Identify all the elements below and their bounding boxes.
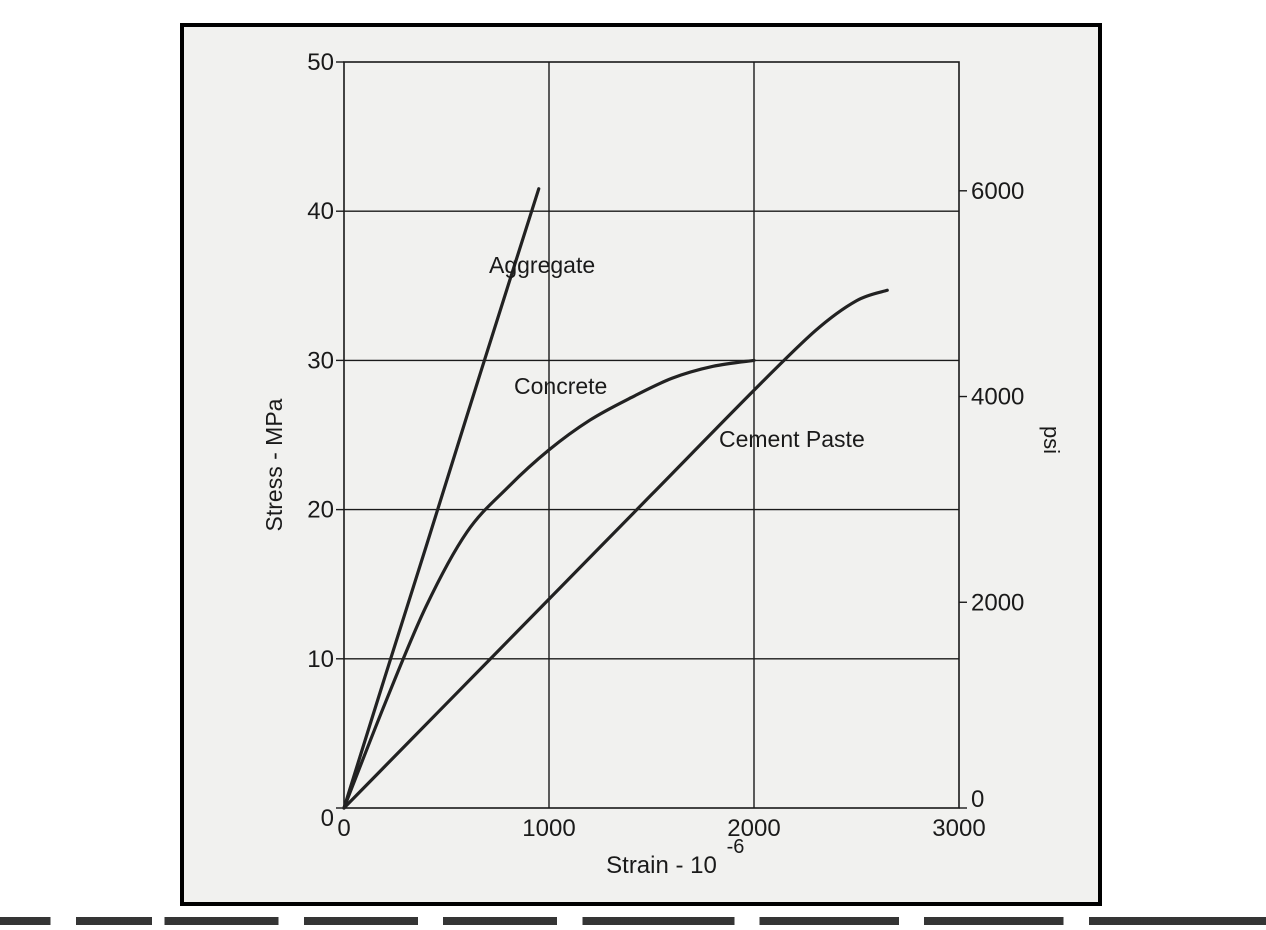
y2-tick-label: 6000: [971, 178, 1024, 205]
x-tick-label: 1000: [522, 815, 575, 842]
y2-tick-label: 0: [971, 786, 984, 813]
x-axis-title-exponent: -6: [727, 836, 745, 858]
x-tick-label: 2000: [727, 815, 780, 842]
chart-labels: Strain - 10 -6 Stress - MPa psi Aggregate Con…: [261, 252, 1064, 879]
chart-series: [342, 187, 889, 810]
series-label-aggregate: Aggregate: [489, 252, 595, 278]
cropped-caption-text: [0, 905, 1266, 930]
y-tick-label: 0: [321, 805, 334, 832]
x-tick-label: 3000: [932, 815, 985, 842]
x-tick-label: 0: [337, 815, 350, 842]
chart-grid: [343, 61, 960, 809]
y-tick-label: 50: [307, 49, 334, 76]
x-axis-title: Strain - 10: [606, 852, 717, 879]
figure-frame: 0 1000 2000 3000 0 10 20 30 40 50 0 2000 4000 6000 St…: [180, 23, 1102, 906]
y-axis-title: Stress - MPa: [261, 398, 287, 531]
y-tick-label: 20: [307, 497, 334, 524]
y2-axis-title: psi: [1039, 426, 1064, 454]
y2-tick-label: 4000: [971, 384, 1024, 411]
plot-area-border: [343, 61, 960, 809]
y-tick-label: 30: [307, 347, 334, 374]
series-label-concrete: Concrete: [514, 373, 607, 399]
y2-tick-label: 2000: [971, 589, 1024, 616]
series-line-aggregate: [342, 187, 541, 810]
series-label-cement-paste: Cement Paste: [719, 426, 865, 452]
y-tick-label: 40: [307, 198, 334, 225]
series-line-concrete: [342, 358, 756, 810]
y-tick-label: 10: [307, 646, 334, 673]
series-line-cement-paste: [342, 288, 889, 810]
